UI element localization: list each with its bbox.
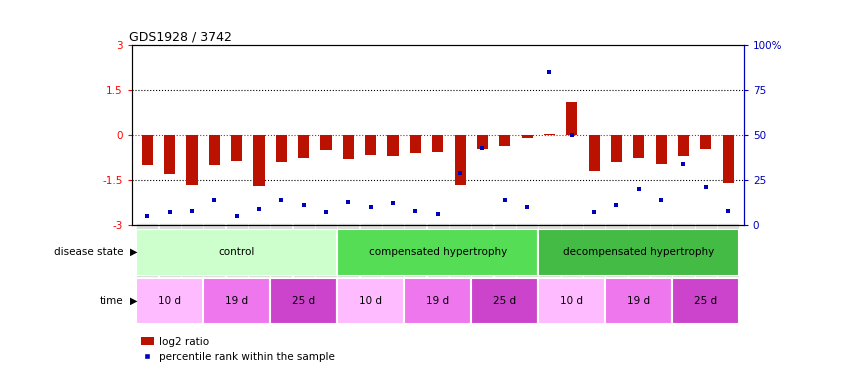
Point [498,197,512,203]
Bar [538,229,740,276]
Bar [136,229,337,276]
Bar [471,278,538,324]
Text: 10 d: 10 d [360,296,383,306]
Bar [611,135,622,162]
Bar [320,135,332,150]
Point [587,209,601,215]
Point [453,170,467,176]
Bar [164,135,175,174]
Point [297,202,310,208]
Bar [455,135,466,184]
Legend: log2 ratio, percentile rank within the sample: log2 ratio, percentile rank within the s… [137,333,339,366]
Bar [388,135,399,156]
Bar [566,102,577,135]
Bar [700,135,711,148]
Point [230,213,244,219]
Text: 10 d: 10 d [158,296,181,306]
Text: 25 d: 25 d [694,296,717,306]
Point [409,208,422,214]
Bar [337,229,538,276]
Bar [432,135,444,152]
Point [699,184,712,190]
Bar [231,135,242,160]
Bar [605,278,672,324]
Bar [655,135,666,164]
Text: 19 d: 19 d [225,296,248,306]
Bar [722,135,734,183]
Text: 19 d: 19 d [627,296,650,306]
Bar [275,135,287,162]
Point [275,197,288,203]
Point [252,206,266,212]
Point [207,197,221,203]
Bar [337,278,405,324]
Bar [298,135,309,158]
Text: GDS1928 / 3742: GDS1928 / 3742 [128,31,231,44]
Bar [186,135,198,184]
Bar [588,135,600,171]
Point [320,209,333,215]
Bar [270,278,337,324]
Point [654,197,668,203]
Point [520,204,534,210]
Point [431,211,445,217]
Point [609,202,623,208]
Text: 25 d: 25 d [292,296,315,306]
Point [632,186,645,192]
Bar [136,278,203,324]
Point [185,208,199,214]
Point [542,69,556,75]
Text: 25 d: 25 d [493,296,516,306]
Point [163,209,177,215]
Bar [253,135,264,186]
Bar [366,135,377,154]
Bar [405,278,471,324]
Bar [209,135,220,165]
Bar [142,135,153,165]
Text: decompensated hypertrophy: decompensated hypertrophy [564,247,714,257]
Bar [677,135,689,156]
Point [565,132,579,138]
Point [140,213,154,219]
Bar [343,135,354,159]
Point [386,200,400,206]
Point [476,145,490,151]
Text: control: control [218,247,255,257]
Point [722,208,735,214]
Bar [522,135,533,138]
Bar [538,278,605,324]
Text: 10 d: 10 d [560,296,583,306]
Bar [203,278,270,324]
Point [342,199,355,205]
Text: compensated hypertrophy: compensated hypertrophy [369,247,507,257]
Text: 19 d: 19 d [426,296,450,306]
Bar [410,135,421,153]
Bar [499,135,510,146]
Text: disease state: disease state [54,247,123,257]
Text: time: time [99,296,123,306]
Text: ▶: ▶ [130,296,138,306]
Bar [477,135,488,148]
Text: ▶: ▶ [130,247,138,257]
Point [364,204,377,210]
Point [677,161,690,167]
Bar [633,135,644,158]
Bar [672,278,740,324]
Bar [544,134,555,135]
